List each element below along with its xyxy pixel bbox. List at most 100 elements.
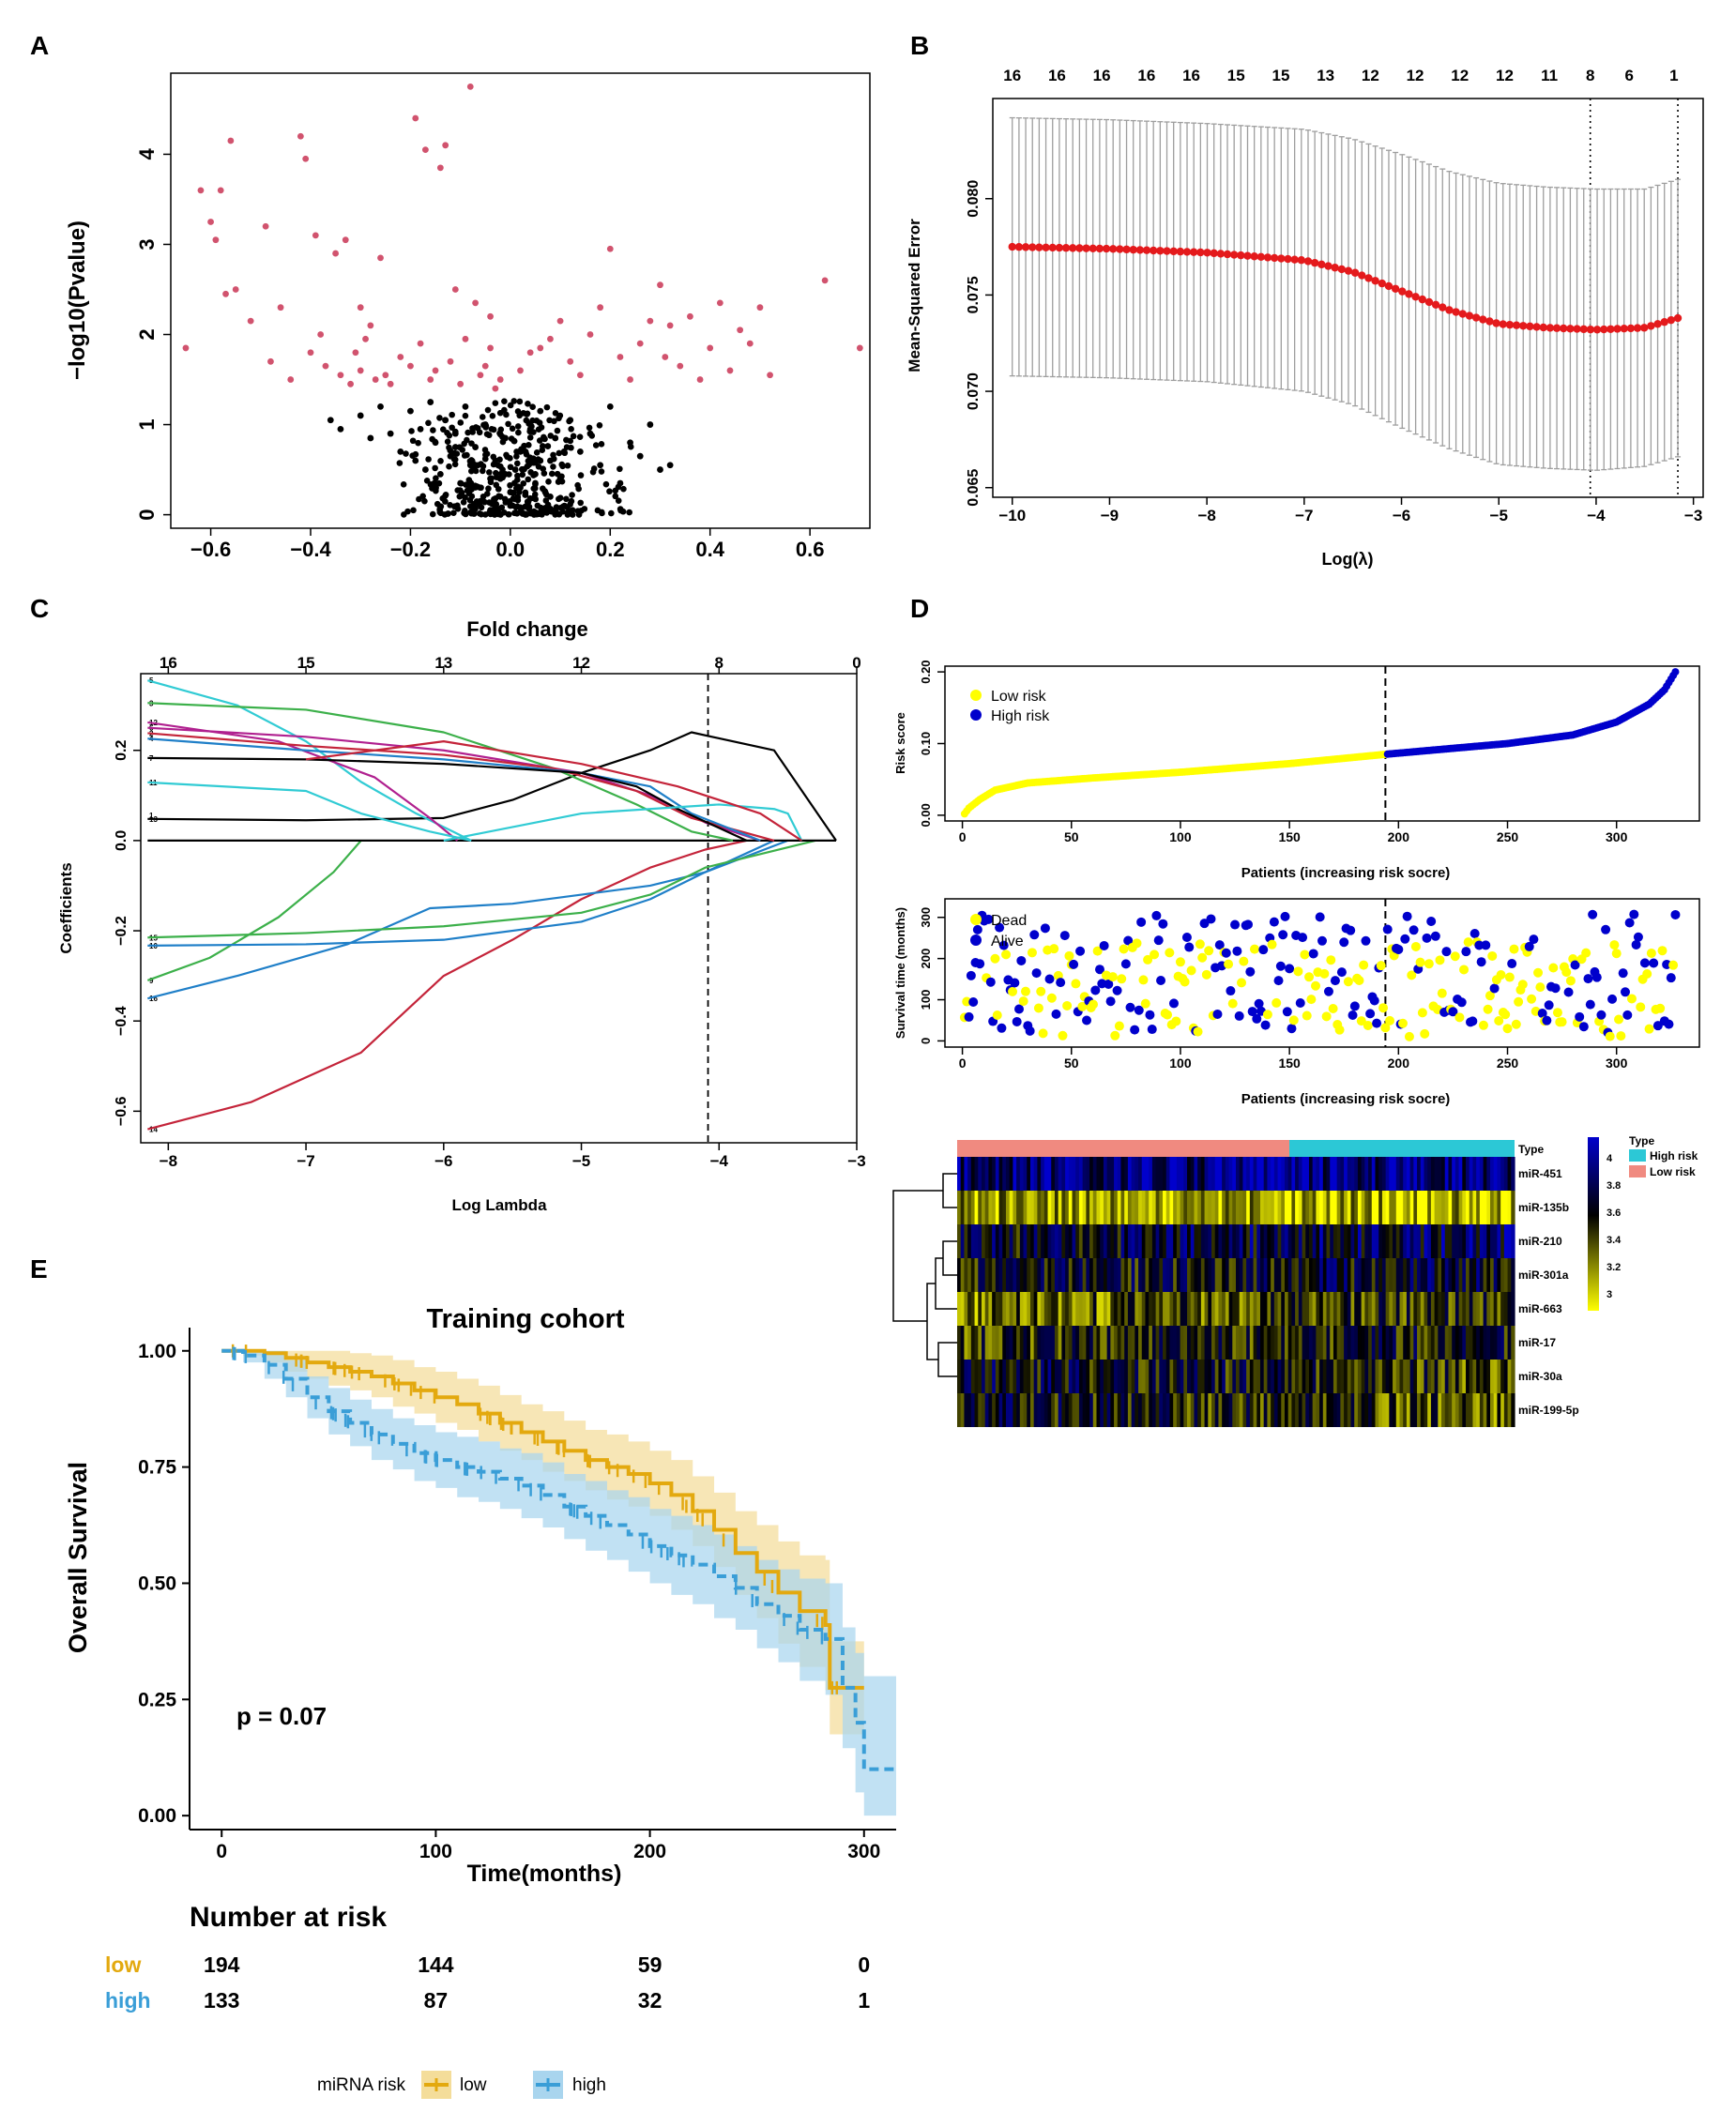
heatmap-cell bbox=[1110, 1393, 1115, 1427]
gene-point-significant bbox=[377, 254, 384, 262]
heatmap-cell bbox=[1246, 1157, 1251, 1191]
status-point-alive bbox=[1232, 946, 1242, 956]
gene-point-nonsig bbox=[416, 495, 422, 503]
heatmap-cell bbox=[1051, 1224, 1056, 1258]
heatmap-cell bbox=[1173, 1224, 1178, 1258]
heatmap-cell bbox=[1378, 1360, 1383, 1393]
heatmap-cell bbox=[1259, 1393, 1265, 1427]
status-point-alive bbox=[1120, 959, 1131, 969]
status-point-dead bbox=[1463, 937, 1473, 948]
heatmap-cell bbox=[1141, 1191, 1147, 1224]
gene-point-significant bbox=[382, 372, 389, 379]
heatmap-cell bbox=[1134, 1393, 1139, 1427]
gene-point-nonsig bbox=[568, 426, 574, 433]
heatmap-cell bbox=[1263, 1360, 1269, 1393]
heatmap-cell bbox=[1228, 1360, 1233, 1393]
heatmap-cell bbox=[995, 1292, 1000, 1326]
heatmap-cell bbox=[1326, 1224, 1331, 1258]
heatmap-cell bbox=[1493, 1157, 1499, 1191]
gene-point-nonsig bbox=[447, 502, 453, 509]
status-point-dead bbox=[1636, 1002, 1646, 1012]
gene-point-significant bbox=[737, 327, 744, 334]
heatmap-cell bbox=[1332, 1292, 1338, 1326]
heatmap-cell bbox=[992, 1157, 997, 1191]
heatmap-cell bbox=[1381, 1258, 1387, 1292]
heatmap-cell bbox=[1298, 1191, 1303, 1224]
heatmap-cell bbox=[1399, 1292, 1404, 1326]
panel-d-top-xtick-label: 50 bbox=[1064, 829, 1079, 844]
heatmap-cell bbox=[1246, 1326, 1251, 1360]
heatmap-cell bbox=[1165, 1258, 1171, 1292]
status-point-alive bbox=[1075, 946, 1086, 956]
heatmap-cell bbox=[1246, 1224, 1251, 1258]
panel-c-ytick-label: −0.6 bbox=[114, 1096, 129, 1126]
panel-c-title: Fold change bbox=[466, 617, 588, 641]
cv-mse-point bbox=[1620, 324, 1628, 333]
gene-point-nonsig bbox=[478, 461, 484, 467]
status-point-dead bbox=[1626, 994, 1637, 1004]
heatmap-cell bbox=[1305, 1191, 1310, 1224]
heatmap-cell bbox=[1444, 1326, 1450, 1360]
heatmap-cell bbox=[1086, 1292, 1090, 1326]
panel-b-xtick-label: −5 bbox=[1490, 507, 1508, 524]
status-point-alive bbox=[1221, 948, 1231, 958]
gene-point-nonsig bbox=[430, 427, 436, 433]
status-point-alive bbox=[1583, 974, 1593, 984]
status-point-dead bbox=[1038, 1028, 1048, 1039]
heatmap-cell bbox=[1145, 1292, 1150, 1326]
heatmap-cell bbox=[1239, 1157, 1244, 1191]
heatmap-cell bbox=[1361, 1393, 1365, 1427]
heatmap-cell bbox=[1089, 1326, 1094, 1360]
status-point-alive bbox=[1317, 935, 1327, 946]
heatmap-cell bbox=[1180, 1224, 1184, 1258]
heatmap-cell bbox=[1239, 1326, 1244, 1360]
heatmap-cell bbox=[1403, 1224, 1408, 1258]
gene-point-nonsig bbox=[556, 510, 563, 518]
risk-table-count: 0 bbox=[858, 1952, 870, 1977]
heatmap-cell bbox=[1427, 1258, 1432, 1292]
heatmap-cell bbox=[1438, 1292, 1442, 1326]
heatmap-cell bbox=[1312, 1258, 1317, 1292]
heatmap-cell bbox=[981, 1157, 986, 1191]
panel-b-top-label: 15 bbox=[1227, 67, 1245, 84]
heatmap-cell bbox=[1462, 1224, 1467, 1258]
cv-mse-point bbox=[1008, 242, 1016, 251]
gene-point-nonsig bbox=[492, 400, 499, 406]
panel-b-top-label: 15 bbox=[1272, 67, 1289, 84]
heatmap-cell bbox=[1180, 1191, 1184, 1224]
heatmap-cell bbox=[1378, 1258, 1383, 1292]
heatmap-cell bbox=[1385, 1326, 1390, 1360]
panel-b-top-label: 16 bbox=[1137, 67, 1155, 84]
heatmap-cell bbox=[1454, 1326, 1460, 1360]
panel-c-xtick-label: −3 bbox=[847, 1152, 865, 1170]
gene-point-significant bbox=[227, 137, 235, 144]
heatmap-cell bbox=[1413, 1393, 1418, 1427]
heatmap-cell bbox=[1211, 1157, 1216, 1191]
heatmap-cell bbox=[1194, 1393, 1198, 1427]
heatmap-cell bbox=[988, 1393, 993, 1427]
heatmap-cell bbox=[1462, 1360, 1467, 1393]
heatmap-cell bbox=[1027, 1393, 1031, 1427]
status-point-alive bbox=[1468, 1016, 1478, 1026]
heatmap-cell bbox=[1180, 1360, 1184, 1393]
heatmap-cell bbox=[1409, 1393, 1414, 1427]
heatmap-cell bbox=[1354, 1258, 1359, 1292]
gene-point-nonsig bbox=[507, 455, 513, 462]
panel-label-e: E bbox=[30, 1254, 48, 1284]
status-point-dead bbox=[1077, 1001, 1088, 1011]
gene-point-nonsig bbox=[427, 399, 434, 405]
heatmap-cell bbox=[1350, 1224, 1355, 1258]
heatmap-cell bbox=[1232, 1224, 1237, 1258]
heatmap-cell bbox=[1197, 1292, 1202, 1326]
heatmap-cell bbox=[1155, 1360, 1160, 1393]
heatmap-cell bbox=[1016, 1258, 1021, 1292]
heatmap-cell bbox=[1395, 1258, 1401, 1292]
heatmap-cell bbox=[1361, 1360, 1365, 1393]
heatmap-cell bbox=[1476, 1258, 1481, 1292]
heatmap-cell bbox=[1332, 1326, 1338, 1360]
heatmap-cell bbox=[1438, 1360, 1442, 1393]
heatmap-cell bbox=[1068, 1326, 1074, 1360]
status-point-alive bbox=[1524, 941, 1534, 951]
heatmap-cell bbox=[992, 1393, 997, 1427]
